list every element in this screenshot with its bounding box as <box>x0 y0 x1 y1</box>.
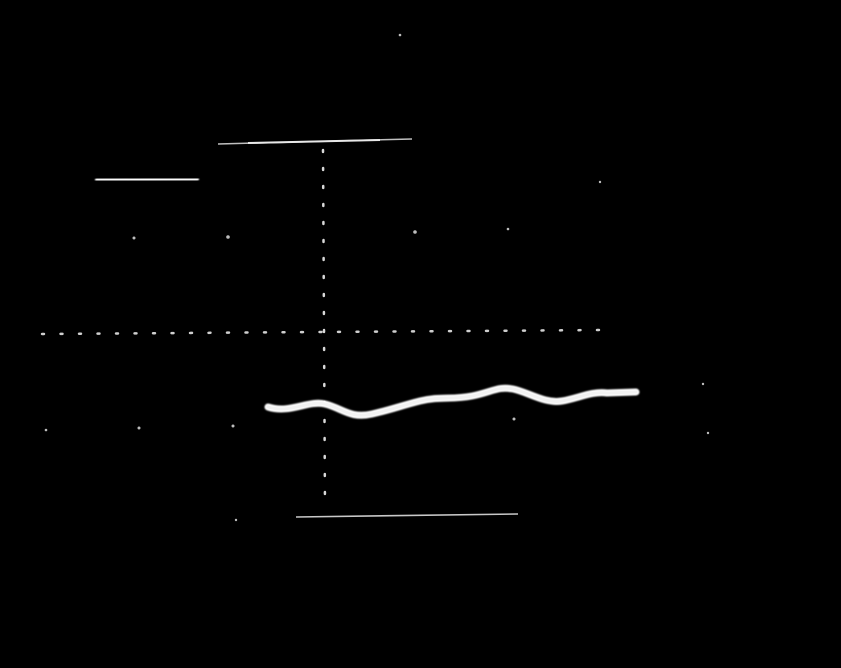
graticule-dot <box>513 418 516 421</box>
graticule-dot <box>138 427 141 430</box>
graticule-dot <box>45 429 48 432</box>
graticule-dot <box>707 432 709 434</box>
graticule-dot <box>226 235 230 239</box>
graticule-dot <box>599 181 601 183</box>
graticule-dot <box>232 425 235 428</box>
page <box>0 0 841 668</box>
screen <box>0 0 841 668</box>
level-trace <box>97 179 197 180</box>
oscilloscope-photo <box>0 0 841 668</box>
graticule-dot <box>702 383 704 385</box>
graticule-dot <box>399 34 402 37</box>
graticule-dot <box>235 519 237 521</box>
graticule-dot <box>413 230 417 234</box>
graticule-dot <box>507 228 510 231</box>
graticule-dot <box>133 237 136 240</box>
